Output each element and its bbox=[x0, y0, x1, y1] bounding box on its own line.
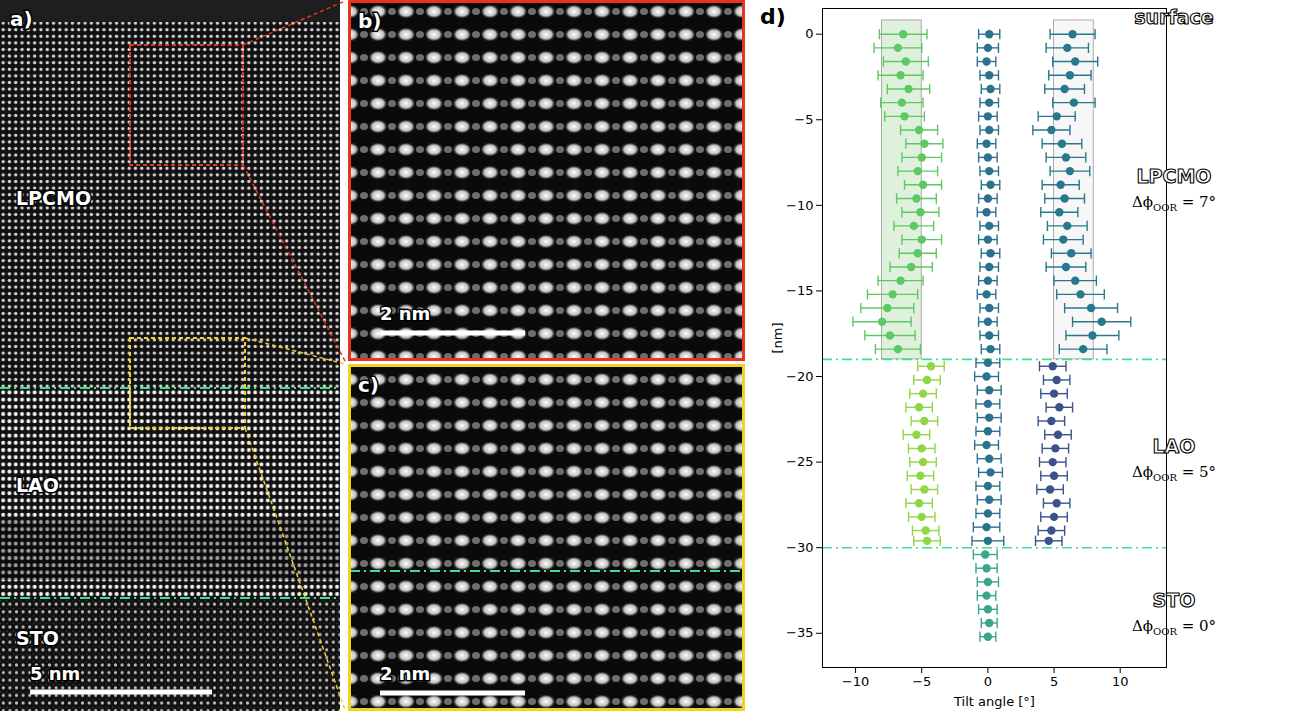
svg-text:c): c) bbox=[358, 373, 379, 397]
svg-text:LAO: LAO bbox=[1153, 435, 1196, 457]
svg-text:−10: −10 bbox=[786, 198, 813, 213]
svg-text:−15: −15 bbox=[786, 283, 813, 298]
svg-text:−5: −5 bbox=[794, 112, 813, 127]
html-text:d): d) bbox=[760, 4, 786, 29]
svg-text:[nm]: [nm] bbox=[770, 322, 785, 353]
svg-text:−30: −30 bbox=[786, 540, 813, 555]
svg-text:−20: −20 bbox=[786, 369, 813, 384]
svg-text:b): b) bbox=[358, 9, 381, 33]
svg-text:−5: −5 bbox=[912, 674, 931, 689]
svg-text:a): a) bbox=[10, 7, 33, 31]
svg-text:LPCMO: LPCMO bbox=[16, 187, 91, 209]
svg-text:−35: −35 bbox=[786, 625, 813, 640]
svg-text:−25: −25 bbox=[786, 454, 813, 469]
svg-text:Tilt angle [°]: Tilt angle [°] bbox=[953, 694, 1035, 709]
svg-text:2 nm: 2 nm bbox=[380, 663, 430, 684]
svg-text:0: 0 bbox=[984, 674, 992, 689]
svg-text:0: 0 bbox=[805, 26, 813, 41]
svg-text:5 nm: 5 nm bbox=[30, 663, 80, 684]
svg-text:LPCMO: LPCMO bbox=[1136, 165, 1211, 187]
svg-text:ΔϕOOR = 5°: ΔϕOOR = 5° bbox=[1132, 463, 1216, 483]
svg-text:ΔϕOOR = 7°: ΔϕOOR = 7° bbox=[1132, 193, 1216, 213]
svg-text:surface: surface bbox=[1134, 6, 1213, 28]
svg-text:2 nm: 2 nm bbox=[380, 303, 430, 324]
svg-text:10: 10 bbox=[1112, 674, 1129, 689]
svg-text:STO: STO bbox=[16, 627, 59, 649]
svg-text:STO: STO bbox=[1153, 589, 1196, 611]
svg-text:5: 5 bbox=[1050, 674, 1058, 689]
svg-text:LAO: LAO bbox=[16, 474, 59, 496]
svg-text:ΔϕOOR = 0°: ΔϕOOR = 0° bbox=[1132, 617, 1216, 637]
svg-text:−10: −10 bbox=[842, 674, 869, 689]
